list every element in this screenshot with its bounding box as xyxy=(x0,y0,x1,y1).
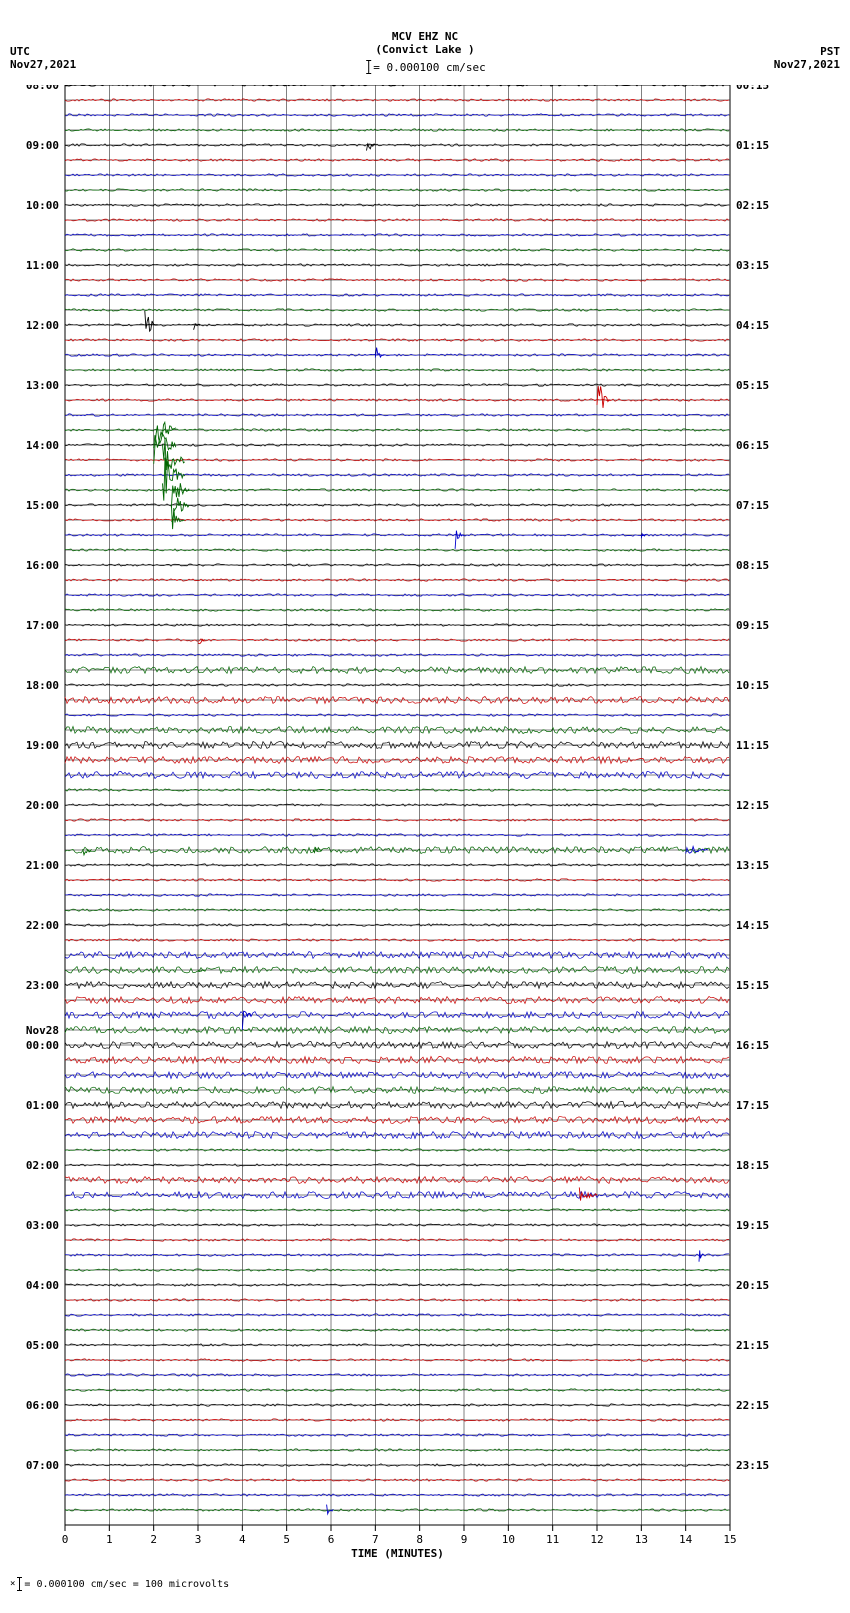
svg-text:07:00: 07:00 xyxy=(26,1459,59,1472)
svg-text:23:15: 23:15 xyxy=(736,1459,769,1472)
svg-text:16:00: 16:00 xyxy=(26,559,59,572)
svg-text:16:15: 16:15 xyxy=(736,1039,769,1052)
svg-text:20:15: 20:15 xyxy=(736,1279,769,1292)
scale-bar-icon xyxy=(368,60,369,74)
svg-text:21:15: 21:15 xyxy=(736,1339,769,1352)
seismogram-container: UTC Nov27,2021 MCV EHZ NC (Convict Lake … xyxy=(10,10,840,1591)
svg-text:12:00: 12:00 xyxy=(26,319,59,332)
left-timezone: UTC xyxy=(10,45,76,58)
svg-text:03:15: 03:15 xyxy=(736,259,769,272)
header-right: PST Nov27,2021 xyxy=(774,45,840,71)
svg-text:00:00: 00:00 xyxy=(26,1039,59,1052)
svg-text:7: 7 xyxy=(372,1533,379,1546)
svg-text:13:00: 13:00 xyxy=(26,379,59,392)
svg-text:01:15: 01:15 xyxy=(736,139,769,152)
svg-text:23:00: 23:00 xyxy=(26,979,59,992)
svg-text:03:00: 03:00 xyxy=(26,1219,59,1232)
svg-text:Nov28: Nov28 xyxy=(26,1024,59,1037)
station-code: MCV EHZ NC xyxy=(364,30,486,43)
svg-text:11:00: 11:00 xyxy=(26,259,59,272)
svg-text:4: 4 xyxy=(239,1533,246,1546)
svg-text:13:15: 13:15 xyxy=(736,859,769,872)
svg-text:12:15: 12:15 xyxy=(736,799,769,812)
svg-text:08:15: 08:15 xyxy=(736,559,769,572)
svg-text:19:00: 19:00 xyxy=(26,739,59,752)
svg-text:3: 3 xyxy=(195,1533,202,1546)
svg-text:01:00: 01:00 xyxy=(26,1099,59,1112)
svg-text:05:00: 05:00 xyxy=(26,1339,59,1352)
svg-text:9: 9 xyxy=(461,1533,468,1546)
svg-text:08:00: 08:00 xyxy=(26,85,59,92)
svg-text:04:15: 04:15 xyxy=(736,319,769,332)
svg-text:10:15: 10:15 xyxy=(736,679,769,692)
svg-text:11: 11 xyxy=(546,1533,559,1546)
svg-text:09:00: 09:00 xyxy=(26,139,59,152)
svg-text:0: 0 xyxy=(62,1533,69,1546)
seismogram-chart: 0123456789101112131415TIME (MINUTES)08:0… xyxy=(10,85,840,1565)
svg-text:15:00: 15:00 xyxy=(26,499,59,512)
footer-scale: × = 0.000100 cm/sec = 100 microvolts xyxy=(10,1577,229,1591)
header-left: UTC Nov27,2021 xyxy=(10,45,76,71)
svg-text:04:00: 04:00 xyxy=(26,1279,59,1292)
svg-text:19:15: 19:15 xyxy=(736,1219,769,1232)
svg-text:2: 2 xyxy=(150,1533,157,1546)
svg-text:14: 14 xyxy=(679,1533,693,1546)
svg-text:07:15: 07:15 xyxy=(736,499,769,512)
svg-text:13: 13 xyxy=(635,1533,648,1546)
svg-text:06:00: 06:00 xyxy=(26,1399,59,1412)
right-timezone: PST xyxy=(774,45,840,58)
svg-text:12: 12 xyxy=(590,1533,603,1546)
footer-text: = 0.000100 cm/sec = 100 microvolts xyxy=(24,1579,229,1590)
scale-text: = 0.000100 cm/sec xyxy=(373,61,486,74)
svg-text:17:00: 17:00 xyxy=(26,619,59,632)
svg-text:5: 5 xyxy=(283,1533,290,1546)
header-center: MCV EHZ NC (Convict Lake ) = 0.000100 cm… xyxy=(364,30,486,77)
svg-text:21:00: 21:00 xyxy=(26,859,59,872)
svg-text:20:00: 20:00 xyxy=(26,799,59,812)
right-date: Nov27,2021 xyxy=(774,58,840,71)
left-date: Nov27,2021 xyxy=(10,58,76,71)
svg-text:18:15: 18:15 xyxy=(736,1159,769,1172)
svg-text:11:15: 11:15 xyxy=(736,739,769,752)
svg-text:00:15: 00:15 xyxy=(736,85,769,92)
footer: × = 0.000100 cm/sec = 100 microvolts xyxy=(10,1573,840,1591)
scale-bar-icon xyxy=(19,1577,20,1591)
svg-text:22:15: 22:15 xyxy=(736,1399,769,1412)
svg-text:18:00: 18:00 xyxy=(26,679,59,692)
plot-area: 0123456789101112131415TIME (MINUTES)08:0… xyxy=(10,85,840,1565)
svg-text:14:00: 14:00 xyxy=(26,439,59,452)
svg-text:09:15: 09:15 xyxy=(736,619,769,632)
svg-text:02:00: 02:00 xyxy=(26,1159,59,1172)
svg-text:06:15: 06:15 xyxy=(736,439,769,452)
svg-text:10: 10 xyxy=(502,1533,515,1546)
header: UTC Nov27,2021 MCV EHZ NC (Convict Lake … xyxy=(10,10,840,85)
scale-indicator: = 0.000100 cm/sec xyxy=(364,60,486,74)
svg-text:TIME (MINUTES): TIME (MINUTES) xyxy=(351,1547,444,1560)
svg-text:6: 6 xyxy=(328,1533,335,1546)
station-location: (Convict Lake ) xyxy=(364,43,486,56)
svg-text:17:15: 17:15 xyxy=(736,1099,769,1112)
svg-text:1: 1 xyxy=(106,1533,113,1546)
svg-text:05:15: 05:15 xyxy=(736,379,769,392)
svg-text:8: 8 xyxy=(416,1533,423,1546)
svg-text:14:15: 14:15 xyxy=(736,919,769,932)
svg-text:22:00: 22:00 xyxy=(26,919,59,932)
svg-text:10:00: 10:00 xyxy=(26,199,59,212)
svg-text:02:15: 02:15 xyxy=(736,199,769,212)
svg-text:15:15: 15:15 xyxy=(736,979,769,992)
svg-text:15: 15 xyxy=(723,1533,736,1546)
